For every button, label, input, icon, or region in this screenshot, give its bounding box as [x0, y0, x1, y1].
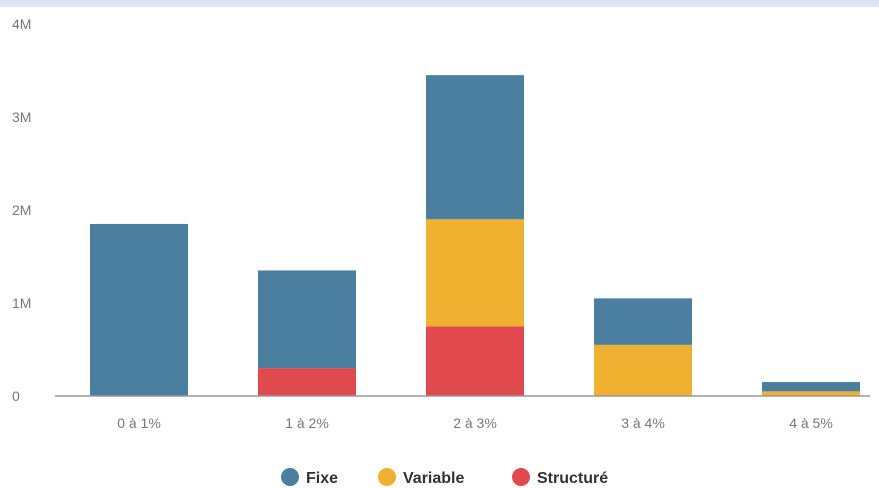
bar-segment-structur--2: [258, 368, 356, 396]
legend-label-variable: Variable: [403, 470, 464, 487]
x-tick-label: 1 à 2%: [285, 415, 329, 431]
x-tick-label: 0 à 1%: [117, 415, 161, 431]
legend-swatch-fixe: [281, 468, 299, 486]
y-tick-label: 0: [12, 388, 20, 404]
top-border-strip: [0, 0, 879, 7]
x-tick-label: 4 à 5%: [789, 415, 833, 431]
bar-segment-variable-3: [426, 219, 524, 327]
legend-swatch-variable: [378, 468, 396, 486]
legend: Fixe Variable Structuré: [281, 468, 608, 487]
x-tick-label: 2 à 3%: [453, 415, 497, 431]
bar-segment-fixe-1: [90, 223, 188, 396]
bar-segment-fixe-3: [426, 75, 524, 220]
bar-segment-fixe-2: [258, 270, 356, 369]
bar-segment-variable-4: [594, 344, 692, 396]
bar-segment-fixe-5: [762, 382, 860, 392]
y-tick-label: 2M: [12, 202, 31, 218]
legend-label-fixe: Fixe: [306, 470, 338, 487]
y-tick-label: 4M: [12, 16, 31, 32]
legend-label-structur-: Structuré: [537, 470, 608, 487]
bar-segment-fixe-4: [594, 298, 692, 345]
legend-swatch-structur-: [512, 468, 530, 486]
x-axis: 0 à 1% 1 à 2% 2 à 3% 3 à 4% 4 à 5%: [117, 415, 833, 431]
y-tick-label: 3M: [12, 109, 31, 125]
bar-segment-structur--3: [426, 326, 524, 396]
bar-segment-variable-5: [762, 391, 860, 396]
y-axis: 0 1M 2M 3M 4M: [12, 16, 31, 404]
y-tick-label: 1M: [12, 295, 31, 311]
bars-group: [90, 75, 860, 396]
x-tick-label: 3 à 4%: [621, 415, 665, 431]
